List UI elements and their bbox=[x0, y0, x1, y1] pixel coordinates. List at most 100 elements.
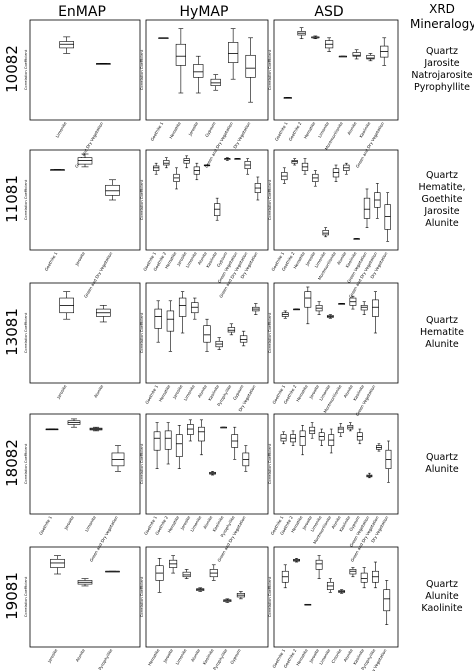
xrd-mineral: Jarosite bbox=[424, 206, 460, 217]
xrd-mineral-list: Quartz Hematite Alunite bbox=[410, 315, 474, 351]
plot-frame bbox=[273, 282, 399, 384]
box-iqr bbox=[372, 299, 379, 317]
box-iqr bbox=[245, 54, 256, 78]
box-iqr bbox=[322, 230, 329, 236]
box-iqr bbox=[366, 54, 375, 60]
xrd-mineral: Alunite bbox=[425, 339, 459, 350]
x-tick-label: Alunite bbox=[336, 251, 348, 266]
plot-frame bbox=[29, 282, 141, 384]
x-tick-label: Alunite bbox=[342, 648, 354, 663]
box-iqr bbox=[187, 424, 194, 435]
box-iqr bbox=[153, 165, 160, 171]
sample-id-label: 11081 bbox=[3, 175, 21, 223]
x-tick-label: Hematite bbox=[147, 648, 161, 667]
plot-frame bbox=[273, 413, 399, 515]
box-iqr bbox=[191, 302, 199, 314]
y-axis-label: Correlation Coefficient bbox=[268, 576, 272, 617]
xrd-mineral: Alunite bbox=[425, 218, 459, 229]
x-tick-label: Kaolinite bbox=[202, 648, 215, 666]
box-iqr bbox=[210, 78, 221, 86]
box-iqr bbox=[164, 430, 172, 450]
xrd-mineral: Quartz bbox=[426, 46, 458, 57]
x-tick-label: Limonite bbox=[84, 515, 97, 533]
box-iqr bbox=[383, 589, 391, 612]
x-tick-label: Pyrophyllite bbox=[212, 648, 228, 671]
x-tick-label: Limonite bbox=[55, 121, 68, 139]
x-tick-label: Limonite bbox=[175, 648, 188, 666]
xrd-mineral: Kaolinite bbox=[421, 603, 463, 614]
plot-frame bbox=[273, 19, 399, 121]
x-tick-label: Chlorite bbox=[330, 648, 342, 665]
plot-frame bbox=[29, 546, 141, 648]
xrd-mineral: Alunite bbox=[425, 591, 459, 602]
box-iqr bbox=[227, 327, 236, 333]
x-tick-label: Alunite bbox=[197, 251, 209, 266]
y-axis-label: Correlation Coefficient bbox=[268, 179, 272, 220]
box-iqr bbox=[214, 203, 221, 216]
y-axis-label: Correlation Coefficient bbox=[268, 49, 272, 90]
xrd-mineral: Alunite bbox=[425, 464, 459, 475]
x-tick-label: Limonite bbox=[189, 515, 202, 533]
column-header-asd: ASD bbox=[314, 4, 344, 20]
box-iqr bbox=[384, 204, 391, 230]
box-iqr bbox=[309, 426, 316, 434]
x-tick-label: Jarosite bbox=[171, 384, 184, 401]
box-iqr bbox=[77, 157, 93, 165]
box-iqr bbox=[153, 431, 161, 451]
sample-id-label: 10082 bbox=[3, 45, 21, 93]
box-iqr bbox=[291, 160, 298, 164]
box-iqr bbox=[166, 310, 175, 332]
x-tick-label: Jarosite bbox=[55, 384, 68, 401]
y-axis-label: Correlation Coefficient bbox=[140, 443, 144, 484]
plot-frame bbox=[145, 149, 269, 251]
plot-frame bbox=[273, 149, 399, 251]
x-tick-label: Alunite bbox=[330, 515, 342, 530]
x-tick-label: Jarosite bbox=[187, 121, 200, 138]
x-tick-label: Green and Dry Vegetation bbox=[83, 251, 114, 299]
x-tick-label: Alunite bbox=[202, 515, 214, 530]
plot-frame bbox=[145, 19, 269, 121]
plot-frame bbox=[29, 149, 141, 251]
box-iqr bbox=[349, 569, 357, 575]
box-iqr bbox=[178, 297, 187, 317]
box-iqr bbox=[183, 158, 190, 164]
plot-frame bbox=[29, 19, 141, 121]
box-iqr bbox=[203, 325, 211, 343]
x-tick-label: Alunite bbox=[197, 384, 209, 399]
x-tick-label: Gypsum bbox=[229, 648, 242, 665]
xrd-mineral-list: Quartz Alunite bbox=[410, 452, 474, 476]
column-header-enmap: EnMAP bbox=[58, 4, 106, 20]
x-tick-label: Limonite bbox=[317, 121, 330, 139]
plot-frame bbox=[29, 413, 141, 515]
box-iqr bbox=[280, 434, 287, 442]
xrd-mineral: Quartz bbox=[426, 579, 458, 590]
box-iqr bbox=[239, 335, 248, 343]
y-axis-label: Correlation Coefficient bbox=[140, 49, 144, 90]
box-iqr bbox=[360, 572, 368, 583]
y-axis-label: Correlation Coefficient bbox=[24, 179, 28, 220]
x-tick-label: Alunite bbox=[346, 121, 358, 136]
box-iqr bbox=[299, 430, 306, 446]
x-tick-label: Alunite bbox=[342, 384, 354, 399]
x-tick-label: Limonite bbox=[183, 384, 196, 402]
x-tick-label: Goethite 1 bbox=[144, 384, 159, 405]
x-tick-label: Gypsum bbox=[204, 121, 217, 138]
x-tick-label: Goethite 1 bbox=[274, 121, 289, 142]
y-axis-label: Correlation Coefficient bbox=[140, 179, 144, 220]
x-tick-label: Alunite bbox=[190, 648, 202, 663]
y-axis-label: Correlation Coefficient bbox=[140, 576, 144, 617]
x-tick-label: Alunite bbox=[75, 648, 87, 663]
xrd-mineral: Hematite, bbox=[418, 182, 466, 193]
x-tick-label: Goethite 1 bbox=[43, 251, 58, 272]
box-iqr bbox=[363, 197, 371, 219]
x-tick-label: Goethite 1 bbox=[149, 121, 164, 142]
y-axis-label: Correlation Coefficient bbox=[24, 443, 28, 484]
y-axis-label: Correlation Coefficient bbox=[268, 443, 272, 484]
box-iqr bbox=[304, 291, 312, 308]
xrd-mineral: Goethite bbox=[421, 194, 463, 205]
sample-id-label: 13081 bbox=[3, 308, 21, 356]
box-iqr bbox=[193, 64, 204, 78]
x-tick-label: Hematite bbox=[158, 384, 172, 403]
y-axis-label: Correlation Coefficient bbox=[140, 312, 144, 353]
